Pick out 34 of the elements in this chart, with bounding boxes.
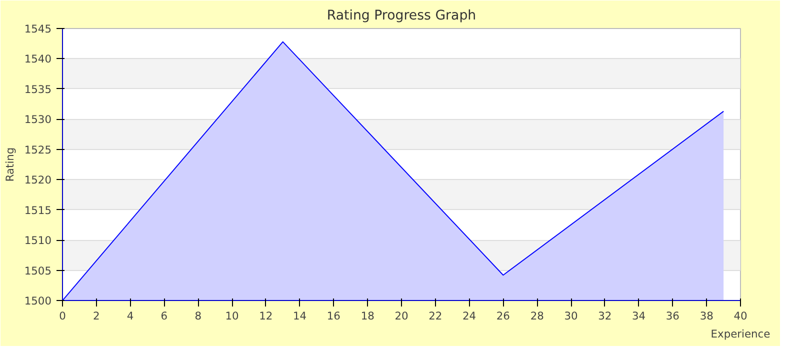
x-tick-label: 28 — [530, 310, 544, 322]
x-tick-label: 18 — [360, 310, 375, 322]
x-tick-label: 22 — [428, 310, 442, 322]
x-tick-label: 16 — [326, 310, 341, 322]
y-tick-label: 1535 — [24, 82, 52, 96]
x-tick-label: 38 — [700, 310, 714, 322]
x-tick-label: 24 — [462, 310, 476, 322]
x-axis-title: Experience — [710, 328, 770, 340]
y-tick-label: 1525 — [24, 143, 52, 156]
x-tick-label: 6 — [160, 310, 168, 322]
chart-title: Rating Progress Graph — [326, 8, 476, 24]
x-tick-label: 34 — [632, 310, 646, 322]
x-tick-label: 30 — [564, 310, 578, 322]
x-tick-label: 36 — [666, 310, 680, 322]
x-tick-label: 10 — [225, 310, 239, 322]
y-tick-label: 1510 — [24, 234, 52, 248]
x-tick-label: 20 — [394, 310, 408, 322]
y-tick-label: 1545 — [24, 22, 52, 36]
x-tick-label: 12 — [259, 310, 273, 322]
x-tick-label: 4 — [126, 310, 134, 322]
x-tick-label: 2 — [93, 310, 100, 322]
y-tick-label: 1500 — [24, 294, 52, 308]
x-tick-label: 32 — [598, 310, 612, 322]
x-tick-label: 8 — [194, 310, 202, 322]
y-tick-label: 1515 — [24, 204, 52, 217]
x-tick-label: 26 — [496, 310, 510, 322]
y-tick-label: 1530 — [24, 113, 52, 126]
x-tick-label: 0 — [59, 310, 66, 322]
y-tick-label: 1520 — [24, 174, 52, 187]
x-tick-label: 14 — [293, 310, 307, 322]
y-tick-label: 1540 — [24, 52, 52, 66]
x-tick-label: 40 — [734, 310, 748, 322]
y-axis-title: Rating — [3, 147, 16, 182]
y-tick-label: 1505 — [24, 264, 52, 278]
